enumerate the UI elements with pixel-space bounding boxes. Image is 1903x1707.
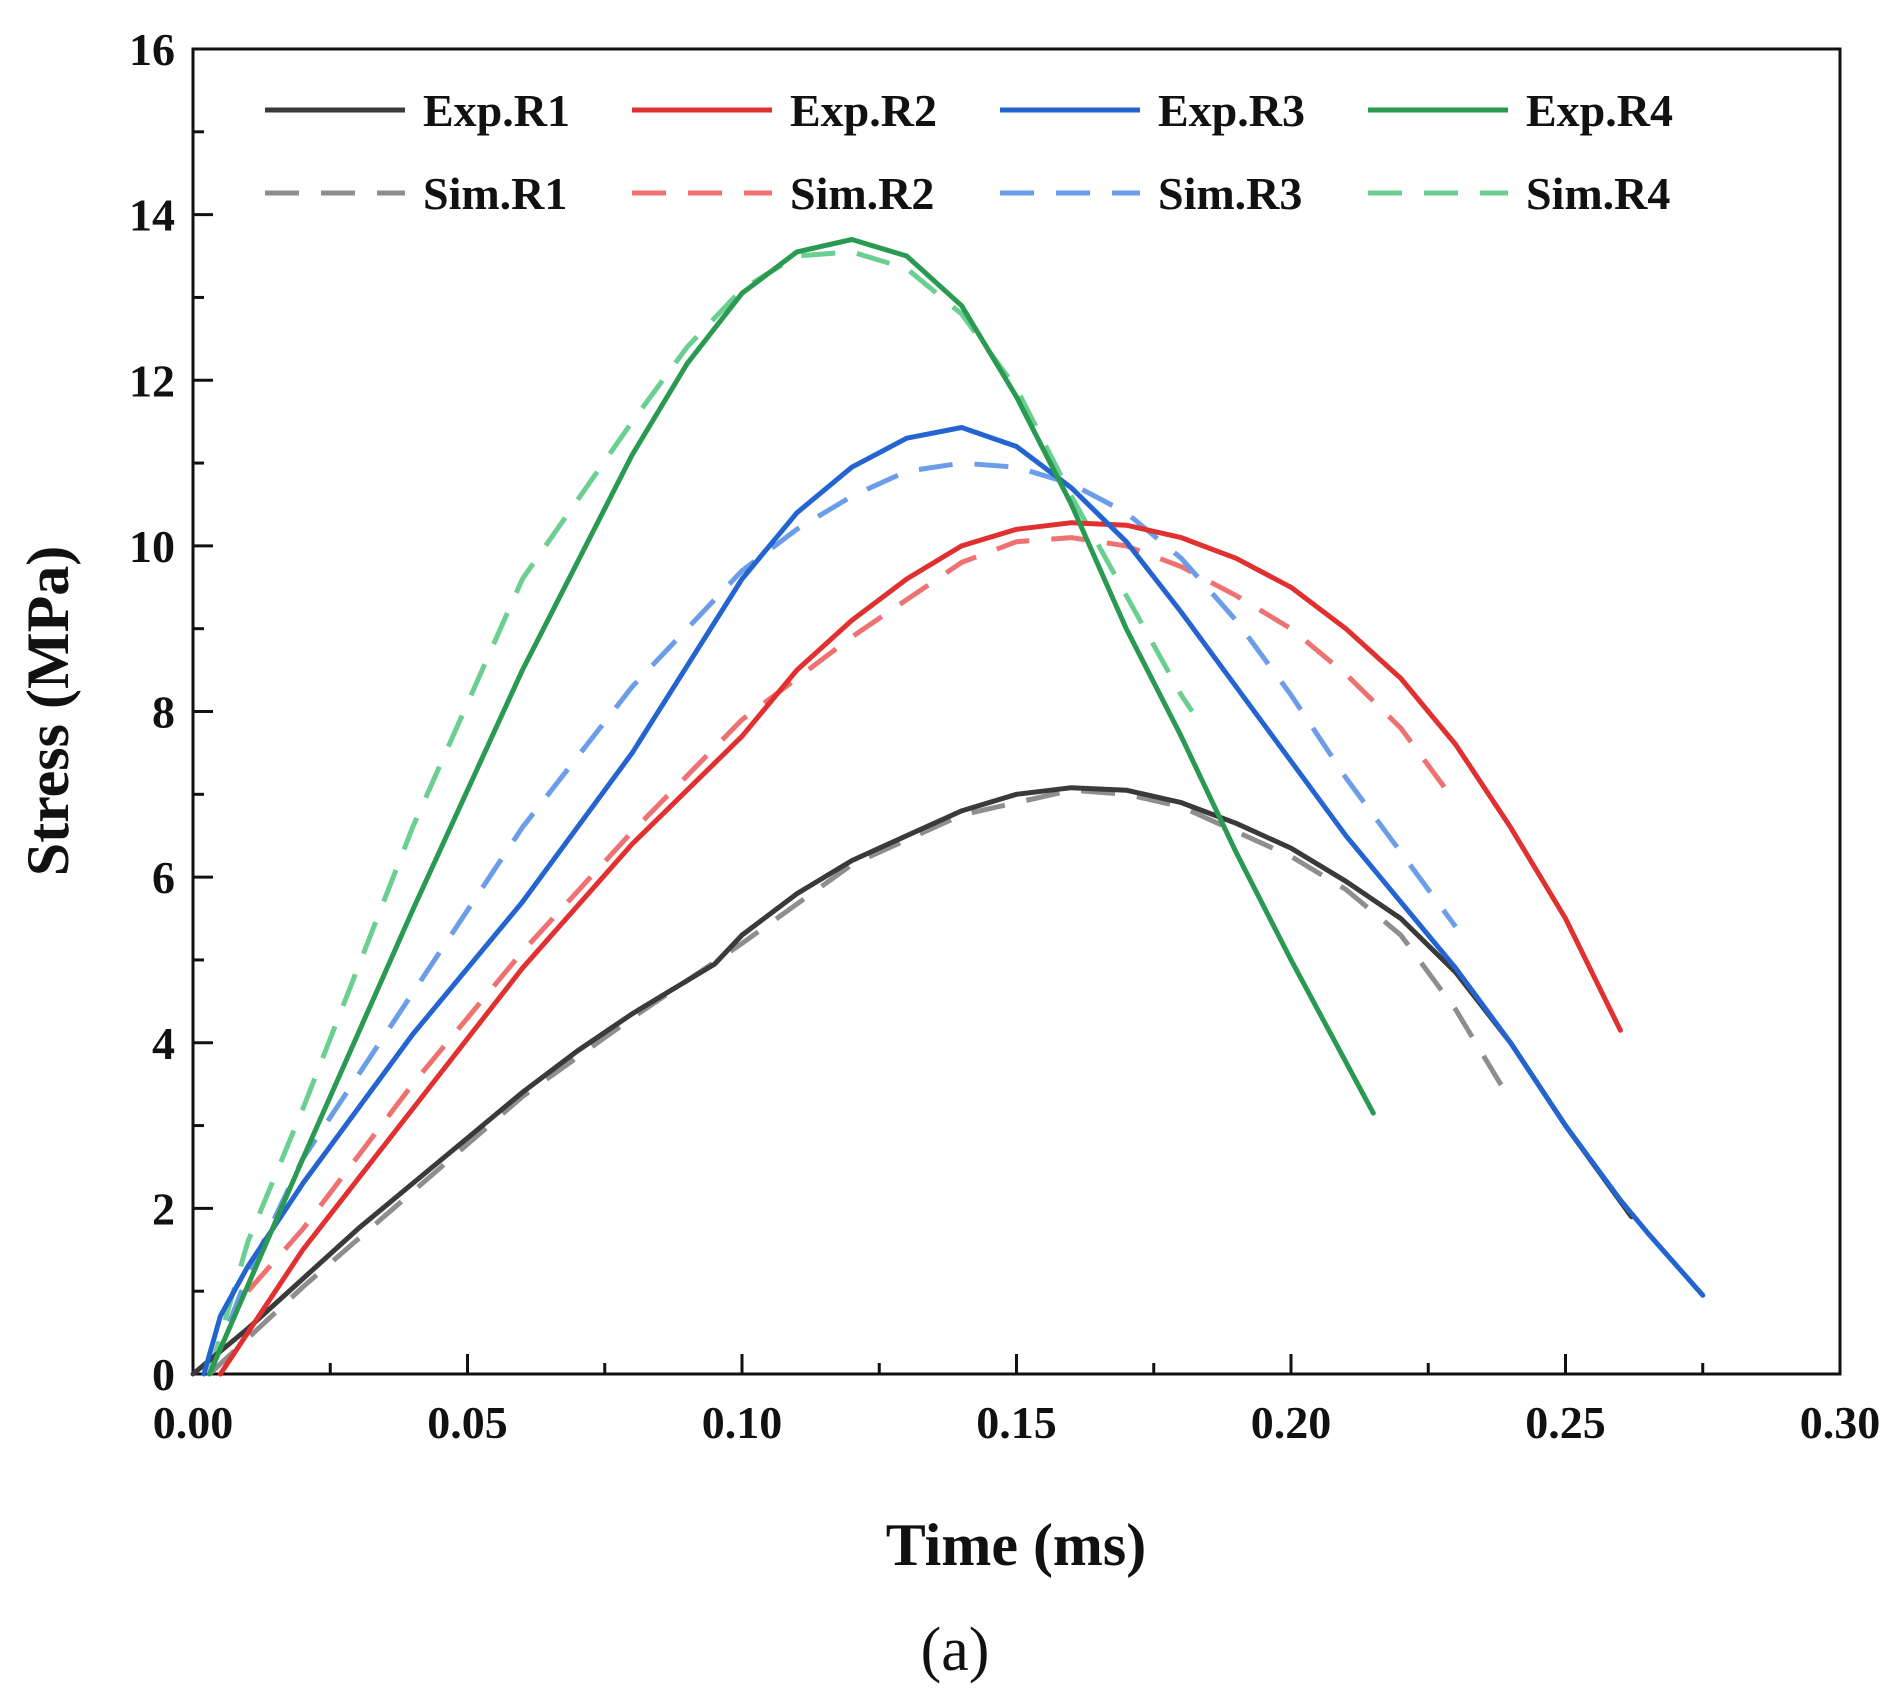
axis-ticks: 0.00 0.05 0.10 0.15 0.20 0.25 0.30 0 2 4 6 8 10 12 14 1… <box>129 24 1880 1448</box>
legend-label: Exp.R3 <box>1158 85 1305 136</box>
series-line-exp-r1 <box>190 785 1634 1377</box>
panel-label: (a) <box>921 1616 990 1684</box>
y-tick-label: 12 <box>129 355 175 406</box>
y-tick-label: 10 <box>129 521 175 572</box>
x-tick-label: 0.00 <box>153 1397 234 1448</box>
series-line-exp-r4 <box>207 237 1376 1377</box>
legend-label: Exp.R2 <box>790 85 937 136</box>
x-tick-label: 0.25 <box>1525 1397 1606 1448</box>
y-tick-label: 8 <box>152 687 175 738</box>
x-tick-label: 0.20 <box>1251 1397 1332 1448</box>
legend-label: Exp.R4 <box>1526 85 1673 136</box>
x-tick-label: 0.30 <box>1800 1397 1881 1448</box>
legend-label: Sim.R2 <box>790 168 934 219</box>
legend: Exp.R1 Exp.R2 Exp.R3 Exp.R4 Sim.R1 Sim.R2 Sim.… <box>265 85 1673 219</box>
series-line-exp-r3 <box>201 425 1706 1377</box>
y-tick-label: 4 <box>152 1018 175 1069</box>
y-axis-title: Stress (MPa) <box>15 546 81 876</box>
series-line-sim-r2 <box>246 535 1458 1293</box>
legend-label: Sim.R1 <box>423 168 567 219</box>
y-tick-label: 2 <box>152 1183 175 1234</box>
x-axis-title: Time (ms) <box>886 1512 1147 1578</box>
legend-label: Sim.R3 <box>1158 168 1302 219</box>
series-line-sim-r4 <box>207 249 1195 1375</box>
x-tick-label: 0.10 <box>702 1397 783 1448</box>
x-tick-label: 0.15 <box>976 1397 1057 1448</box>
y-tick-label: 0 <box>152 1349 175 1400</box>
legend-label: Exp.R1 <box>423 85 570 136</box>
y-tick-label: 16 <box>129 24 175 75</box>
y-tick-label: 6 <box>152 852 175 903</box>
x-tick-label: 0.05 <box>427 1397 508 1448</box>
series-group <box>190 237 1706 1377</box>
series-line-sim-r1 <box>207 787 1513 1376</box>
legend-label: Sim.R4 <box>1526 168 1670 219</box>
series-line-exp-r2 <box>217 520 1623 1377</box>
y-tick-label: 14 <box>129 190 175 241</box>
plot-frame <box>191 47 1842 1376</box>
